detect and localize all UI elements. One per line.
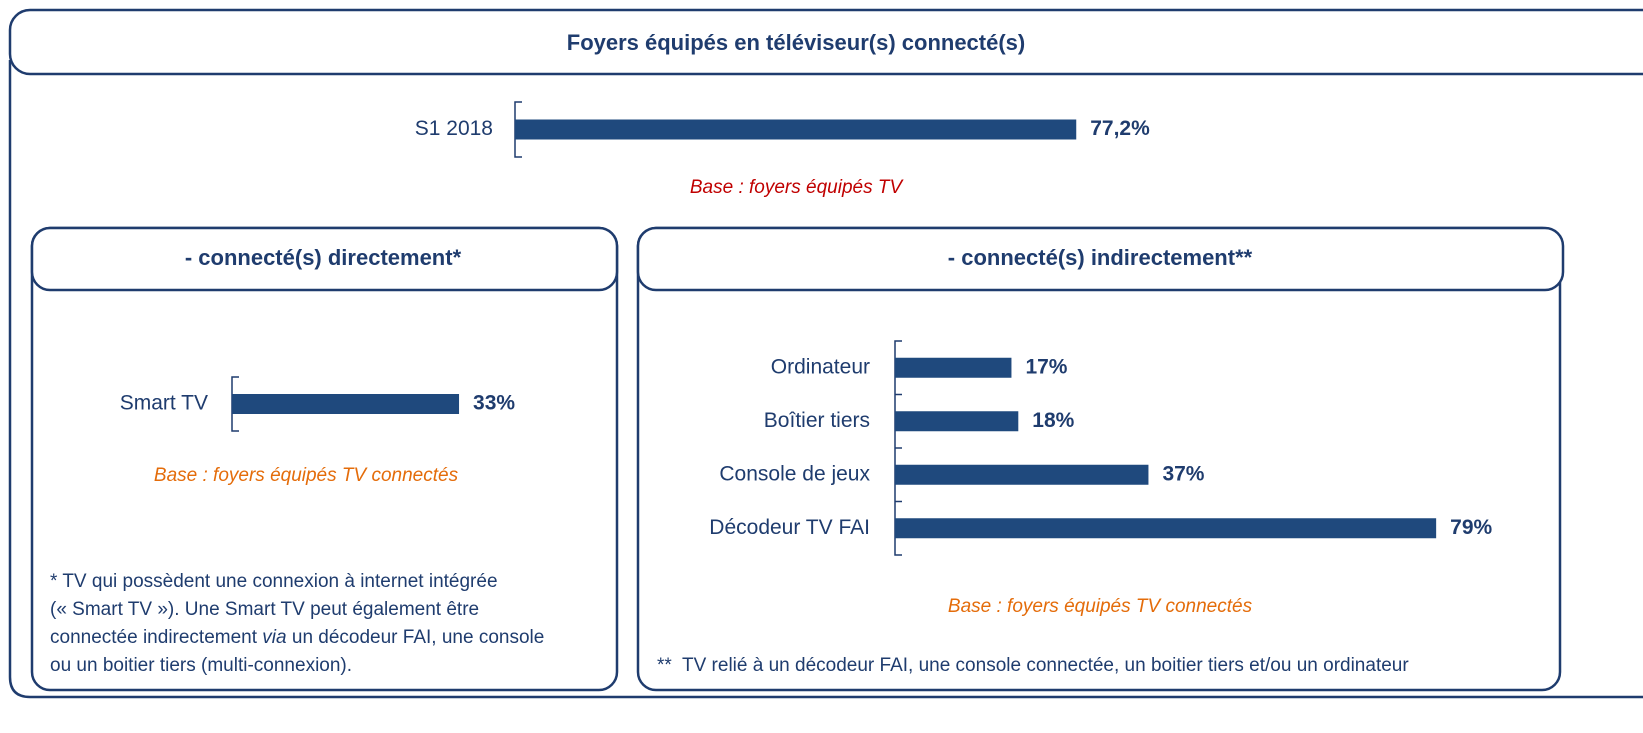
panel-title: - connecté(s) indirectement** <box>948 245 1253 270</box>
footnote: connectée indirectement via un décodeur … <box>50 627 544 648</box>
value-label: 79% <box>1450 516 1492 539</box>
category-label: Console de jeux <box>719 462 870 485</box>
footnote-text: un décodeur FAI, une console <box>287 627 545 648</box>
footnote: ou un boitier tiers (multi-connexion). <box>50 655 352 676</box>
value-label: 33% <box>473 392 515 415</box>
base-note: Base : foyers équipés TV connectés <box>154 465 459 486</box>
bar <box>895 464 1149 485</box>
base-note: Base : foyers équipés TV connectés <box>948 596 1253 617</box>
bar <box>895 357 1012 378</box>
footnote: * TV qui possèdent une connexion à inter… <box>50 571 498 592</box>
footnote-text: (« Smart TV »). Une Smart TV peut égalem… <box>50 599 479 620</box>
footnote-text: via <box>262 627 286 648</box>
base-note: Base : foyers équipés TV <box>690 177 905 198</box>
category-label: Smart TV <box>120 392 208 415</box>
panel-title: - connecté(s) directement* <box>185 245 462 270</box>
panel-frame <box>30 226 619 692</box>
category-label: S1 2018 <box>415 117 493 140</box>
category-label: Décodeur TV FAI <box>709 516 870 539</box>
footnote-text: ** TV relié à un décodeur FAI, une conso… <box>657 655 1409 676</box>
footnote-text: * TV qui possèdent une connexion à inter… <box>50 571 498 592</box>
footnote: (« Smart TV »). Une Smart TV peut égalem… <box>50 599 479 620</box>
value-label: 77,2% <box>1090 117 1150 140</box>
value-label: 17% <box>1025 355 1067 378</box>
bar <box>232 394 460 414</box>
footnote-text: ou un boitier tiers (multi-connexion). <box>50 655 352 676</box>
bar <box>515 119 1077 140</box>
outer-frame <box>8 60 1643 699</box>
footnote: ** TV relié à un décodeur FAI, une conso… <box>657 655 1409 676</box>
category-label: Ordinateur <box>771 355 870 378</box>
footnote-text: connectée indirectement <box>50 627 262 648</box>
panel-frame <box>636 226 1562 692</box>
value-label: 37% <box>1162 462 1204 485</box>
panel-banner <box>30 226 619 292</box>
bar <box>895 411 1019 432</box>
title-banner <box>8 8 1643 76</box>
chart-title: Foyers équipés en téléviseur(s) connecté… <box>567 30 1026 55</box>
bar <box>895 518 1437 539</box>
category-label: Boîtier tiers <box>764 409 870 432</box>
panel-banner <box>636 226 1565 292</box>
value-label: 18% <box>1032 409 1074 432</box>
